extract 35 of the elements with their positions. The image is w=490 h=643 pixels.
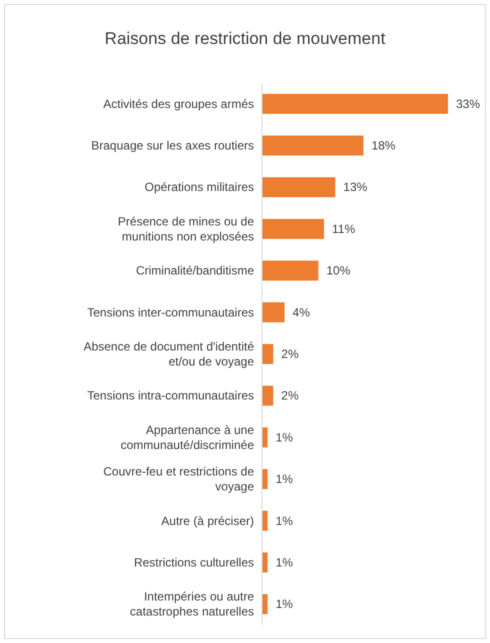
data-label: 2% bbox=[281, 388, 299, 403]
data-label: 11% bbox=[332, 222, 356, 236]
bar bbox=[262, 344, 274, 364]
data-label: 10% bbox=[326, 264, 351, 278]
bar bbox=[262, 302, 285, 322]
bar bbox=[262, 136, 364, 156]
y-tick-label: Appartenance à une communauté/discriminée bbox=[120, 422, 254, 452]
y-tick-label: Restrictions culturelles bbox=[134, 555, 254, 570]
data-label: 1% bbox=[276, 514, 294, 528]
bar bbox=[262, 386, 274, 406]
y-tick-label: Intempéries ou autre catastrophes naturelles bbox=[130, 590, 254, 619]
data-label: 2% bbox=[281, 347, 299, 361]
bar bbox=[262, 177, 336, 198]
data-label: 4% bbox=[292, 305, 310, 320]
y-tick-label: Opérations militaires bbox=[144, 180, 254, 194]
y-tick-label: Absence de document d'identité et/ou de voyage bbox=[84, 340, 254, 368]
data-label: 1% bbox=[276, 555, 294, 570]
y-tick-label: Autre (à préciser) bbox=[161, 514, 254, 528]
bar bbox=[262, 218, 324, 239]
data-label: 18% bbox=[371, 138, 396, 153]
y-tick-label: Couvre-feu et restrictions de voyage bbox=[103, 464, 254, 494]
y-tick-label: Présence de mines ou de munitions non explosées bbox=[118, 214, 254, 244]
data-label: 13% bbox=[343, 180, 368, 194]
bar bbox=[262, 94, 448, 114]
y-tick-label: Activités des groupes armés bbox=[103, 96, 254, 111]
y-tick-label: Tensions intra-communautaires bbox=[87, 388, 254, 403]
data-label: 1% bbox=[276, 472, 294, 486]
chart-title: Raisons de restriction de mouvement bbox=[104, 29, 386, 48]
data-label: 1% bbox=[276, 430, 294, 444]
y-tick-label: Braquage sur les axes routiers bbox=[91, 138, 254, 153]
y-tick-label: Tensions inter-communautaires bbox=[87, 305, 254, 320]
data-label: 1% bbox=[276, 597, 294, 612]
y-tick-label: Criminalité/banditisme bbox=[136, 264, 254, 278]
bar bbox=[262, 260, 318, 281]
data-label: 33% bbox=[456, 96, 480, 111]
